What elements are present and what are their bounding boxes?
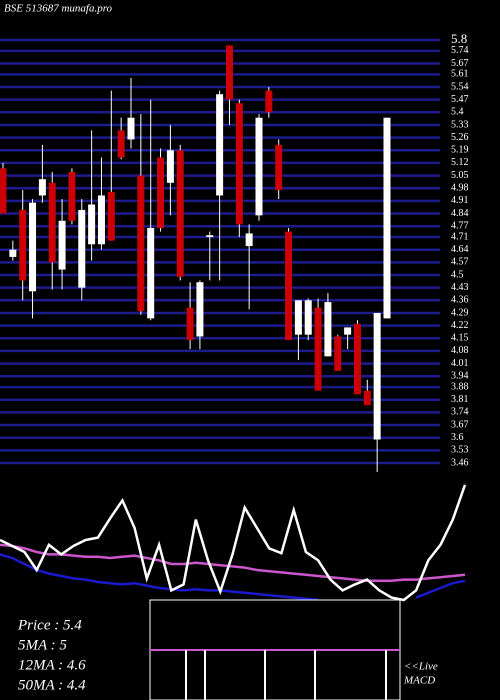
candle-body: [157, 157, 165, 228]
y-tick-label: 5.54: [451, 81, 469, 92]
y-tick-label: 3.74: [451, 407, 469, 418]
y-tick-label: 4.29: [451, 307, 469, 318]
y-tick-label: 3.81: [451, 394, 469, 405]
candle-body: [127, 117, 135, 140]
candle-body: [88, 204, 96, 245]
y-tick-label: 4.08: [451, 345, 469, 356]
candle-body: [324, 302, 332, 357]
candle-body: [294, 300, 302, 335]
candle-body: [225, 45, 233, 100]
candle-body: [117, 130, 125, 158]
candle-body: [206, 235, 214, 238]
y-tick-label: 3.46: [451, 457, 469, 468]
candle-body: [235, 103, 243, 225]
indicator-line: [0, 484, 467, 602]
candle-body: [176, 150, 184, 277]
candle-body: [255, 117, 263, 216]
macd-label: MACD: [403, 675, 435, 687]
y-tick-label: 5.4: [451, 107, 464, 118]
candle-body: [245, 233, 253, 247]
y-tick-label: 4.71: [451, 231, 469, 242]
y-tick-label: 3.67: [451, 419, 469, 430]
y-tick-label: 5.74: [451, 45, 469, 56]
y-tick-label: 4.5: [451, 269, 464, 280]
y-tick-label: 4.01: [451, 358, 469, 369]
y-tick-label: 5.8: [451, 31, 467, 46]
candle-body: [48, 182, 56, 263]
macd-label: <<Live: [404, 661, 438, 673]
info-line: 12MA : 4.6: [18, 657, 86, 673]
chart-title: BSE 513687 munafa.pro: [4, 3, 113, 15]
y-tick-label: 5.26: [451, 132, 469, 143]
candle-body: [97, 195, 105, 245]
candle-body: [147, 228, 155, 319]
info-line: 50MA : 4.4: [18, 677, 86, 693]
candle-body: [344, 327, 352, 335]
candle-body: [196, 282, 204, 337]
y-tick-label: 4.22: [451, 320, 469, 331]
candle-body: [383, 117, 391, 319]
y-tick-label: 4.84: [451, 208, 469, 219]
candle-body: [19, 209, 27, 281]
indicator-line: [0, 543, 466, 583]
y-tick-label: 3.53: [451, 445, 469, 456]
info-line: Price : 5.4: [17, 617, 82, 633]
candle-body: [216, 94, 224, 196]
candle-body: [186, 307, 194, 341]
candle-body: [107, 191, 115, 241]
candle-body: [265, 90, 273, 113]
candle-body: [29, 202, 37, 292]
candle-body: [166, 150, 174, 183]
y-tick-label: 5.12: [451, 157, 469, 168]
y-tick-label: 5.47: [451, 94, 469, 105]
candle-body: [275, 144, 283, 191]
y-tick-label: 4.64: [451, 244, 469, 255]
y-tick-label: 3.94: [451, 371, 469, 382]
candle-body: [353, 323, 361, 395]
y-tick-label: 4.77: [451, 220, 469, 231]
candle-body: [334, 336, 342, 371]
candle-body: [78, 209, 86, 288]
candle-body: [314, 307, 322, 391]
y-tick-label: 5.05: [451, 170, 469, 181]
candle-body: [68, 171, 76, 221]
candle-body: [363, 390, 371, 406]
y-tick-label: 4.57: [451, 257, 469, 268]
y-tick-label: 5.19: [451, 145, 469, 156]
candle-body: [285, 231, 293, 341]
y-tick-label: 4.36: [451, 295, 469, 306]
y-tick-label: 5.33: [451, 119, 469, 130]
candle-body: [373, 312, 381, 440]
candle-body: [58, 220, 66, 270]
y-tick-label: 3.88: [451, 381, 469, 392]
y-tick-label: 4.43: [451, 282, 469, 293]
macd-bars: [185, 650, 387, 700]
candle-body: [137, 175, 145, 312]
candle-body: [38, 179, 46, 196]
info-line: 5MA : 5: [18, 637, 67, 653]
candle-body: [9, 249, 17, 257]
candle-body: [304, 300, 312, 335]
y-tick-label: 5.61: [451, 69, 469, 80]
y-tick-label: 3.6: [451, 432, 464, 443]
candle-body: [0, 168, 7, 214]
y-tick-label: 4.98: [451, 183, 469, 194]
indicator-line: [0, 553, 466, 602]
y-tick-label: 5.67: [451, 58, 469, 69]
y-tick-label: 4.15: [451, 333, 469, 344]
y-tick-label: 4.91: [451, 195, 469, 206]
